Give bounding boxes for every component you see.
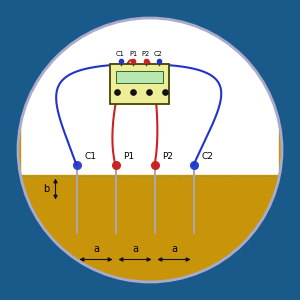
Text: P2: P2 xyxy=(142,51,150,57)
Text: C2: C2 xyxy=(201,152,213,161)
Text: C2: C2 xyxy=(154,51,163,57)
Text: a: a xyxy=(171,244,177,254)
Text: a: a xyxy=(93,244,99,254)
FancyBboxPatch shape xyxy=(116,70,163,83)
Text: C1: C1 xyxy=(116,51,125,57)
Text: b: b xyxy=(43,184,49,194)
Text: C1: C1 xyxy=(84,152,96,161)
FancyBboxPatch shape xyxy=(110,64,169,104)
Circle shape xyxy=(18,18,282,282)
Text: P1: P1 xyxy=(123,152,134,161)
Text: P2: P2 xyxy=(162,152,173,161)
Polygon shape xyxy=(18,124,282,282)
Text: P1: P1 xyxy=(129,51,137,57)
Text: a: a xyxy=(132,244,138,254)
